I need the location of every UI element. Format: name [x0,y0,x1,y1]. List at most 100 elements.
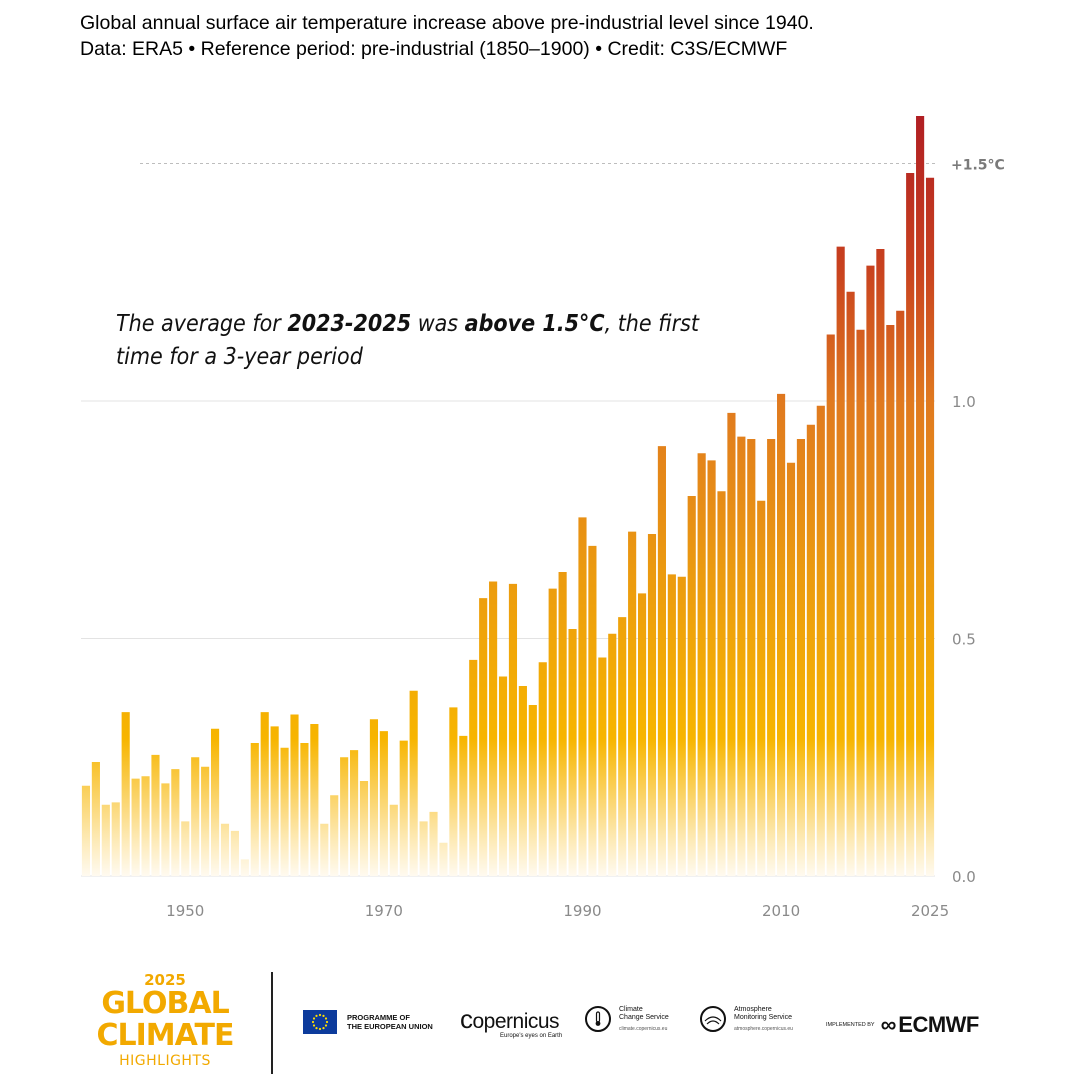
bar-1988 [558,572,567,876]
bar-2000 [677,576,686,876]
logo-line-highlights: HIGHLIGHTS [119,1053,211,1069]
bar-1950 [181,821,190,877]
bar-1975 [429,811,438,877]
bar-1959 [270,726,279,877]
c3s-line-2: Change Service [619,1014,669,1021]
bar-2008 [757,500,766,876]
bar-1951 [191,757,200,876]
chart-subtitle: Data: ERA5 • Reference period: pre-indus… [80,38,788,60]
bar-1947 [151,754,160,877]
ecmwf-symbol-icon: ∞ [880,1012,897,1037]
y-tick-label: 0.5 [952,631,976,649]
implemented-by-label: IMPLEMENTED BY [826,1022,875,1028]
annotation-text-1: The average for [116,311,288,337]
bar-2002 [697,453,706,876]
bar-1994 [618,617,627,877]
bar-1998 [657,446,666,877]
bar-1997 [647,534,657,876]
bar-1992 [598,657,607,876]
bar-1963 [310,724,319,876]
bar-2011 [786,462,796,876]
logo-line-global: GLOBAL [101,986,229,1021]
bar-1960 [280,747,289,876]
bar-2010 [777,393,786,876]
atmosphere-icon [700,1006,726,1032]
bar-2005 [727,412,736,877]
bar-1982 [498,676,508,876]
bar-2020 [876,249,885,876]
bar-1958 [260,712,269,877]
bar-2024 [916,116,925,876]
bar-1955 [230,830,239,877]
bar-1985 [528,705,537,876]
annotation-text-3: , the first time for a 3-year period [116,311,699,370]
footer: 2025 GLOBAL CLIMATE HIGHLIGHTS PROGRAMME… [0,960,1071,1088]
threshold-label: +1.5°C [951,158,1005,174]
bar-1991 [588,545,597,877]
bar-1952 [201,766,210,876]
bar-1996 [637,593,647,877]
bar-1941 [91,762,100,876]
bar-1954 [220,823,230,876]
y-tick-label: 0.0 [952,868,976,886]
chart-title: Global annual surface air temperature in… [80,12,814,34]
bar-1989 [568,629,577,876]
annotation-text-2: was [411,311,465,337]
ecmwf-wordmark: ECMWF [898,1012,979,1037]
logo-line-climate: CLIMATE [96,1018,235,1053]
bar-1953 [210,728,220,876]
bar-2004 [717,491,726,876]
bar-1983 [508,583,518,877]
bar-2006 [737,436,746,877]
x-tick-label: 2025 [911,902,949,920]
chart-annotation: The average for 2023-2025 was above 1.5°… [116,308,736,374]
logo-year: 2025 [144,971,186,989]
bar-1977 [449,707,458,877]
bar-1965 [330,795,339,876]
copernicus-tagline: Europe's eyes on Earth [500,1033,563,1039]
thermometer-icon [585,1006,611,1032]
bar-1974 [419,821,428,877]
bar-2007 [747,439,756,876]
x-tick-label: 2010 [762,902,800,920]
bar-1943 [111,802,120,877]
cams-url: atmosphere.copernicus.eu [734,1026,793,1032]
bar-1968 [359,781,369,876]
eu-line-1: PROGRAMME OF [347,1013,410,1022]
c3s-url: climate.copernicus.eu [619,1026,668,1032]
bar-1987 [548,588,557,877]
bar-1976 [439,842,448,876]
bar-2014 [816,405,825,876]
bar-2012 [796,439,806,876]
copernicus-logo: copernicus Europe's eyes on Earth [460,1004,562,1039]
bar-1972 [399,740,408,877]
bar-2021 [886,325,895,876]
eu-line-2: THE EUROPEAN UNION [347,1022,433,1031]
bar-2017 [846,291,855,876]
eu-flag-icon [303,1010,337,1034]
bar-1993 [608,633,617,876]
y-tick-label: 1.0 [952,393,976,411]
bar-1957 [250,743,259,876]
bar-2018 [856,329,865,876]
ecmwf-logo: IMPLEMENTED BY ∞ ECMWF [826,1012,979,1038]
bar-2025 [925,177,935,876]
bar-1990 [578,517,587,877]
eu-text: PROGRAMME OF THE EUROPEAN UNION [347,1013,433,1031]
bar-1971 [389,804,398,876]
x-tick-label: 1990 [563,902,601,920]
bar-chart: 0.0 0.5 1.0 +1.5°C 1950 1970 1990 2010 2025 [81,116,1005,920]
bar-1995 [628,531,637,877]
c3s-line-1: Climate [619,1006,643,1013]
bar-2001 [687,496,696,876]
bar-1969 [369,719,379,876]
x-tick-label: 1950 [166,902,204,920]
bar-2016 [836,246,845,877]
bar-1984 [518,686,527,876]
bar-1962 [300,743,309,876]
bar-1973 [409,690,418,876]
bar-1940 [81,785,91,876]
bar-2009 [767,439,776,876]
bar-2023 [906,173,915,876]
global-climate-highlights-logo: 2025 GLOBAL CLIMATE HIGHLIGHTS [80,972,250,1070]
